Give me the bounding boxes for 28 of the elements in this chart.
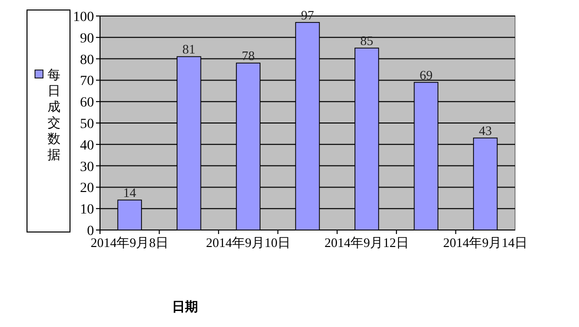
bar — [414, 82, 438, 230]
y-tick-label: 90 — [80, 31, 94, 46]
y-tick-label: 40 — [80, 138, 94, 154]
bar — [236, 62, 260, 230]
data-label: 85 — [360, 33, 374, 48]
data-label: 69 — [420, 67, 433, 82]
y-tick-label: 60 — [80, 96, 94, 111]
x-tick-label: 2014年9月12日 — [324, 235, 410, 250]
data-label: 14 — [123, 185, 137, 200]
bar — [117, 200, 142, 230]
y-tick-label: 80 — [80, 52, 94, 68]
x-tick-label: 2014年9月14日 — [443, 235, 528, 250]
data-label: 81 — [182, 42, 196, 57]
legend-label: 每日成交数据 — [48, 67, 60, 162]
y-tick-label: 30 — [80, 160, 94, 175]
bar — [473, 138, 498, 230]
y-tick-label: 100 — [73, 10, 94, 25]
bar — [176, 56, 202, 230]
legend: 每日成交数据 — [26, 10, 70, 232]
bar — [354, 48, 380, 230]
y-tick-label: 50 — [80, 117, 94, 132]
x-tick-label: 2014年9月10日 — [206, 235, 290, 250]
x-axis-title: 日期 — [172, 299, 198, 314]
bar — [295, 22, 320, 230]
y-tick-label: 20 — [80, 181, 94, 196]
y-tick-label: 10 — [80, 202, 94, 218]
data-label: 43 — [478, 122, 492, 138]
y-tick-label: 70 — [80, 74, 94, 90]
